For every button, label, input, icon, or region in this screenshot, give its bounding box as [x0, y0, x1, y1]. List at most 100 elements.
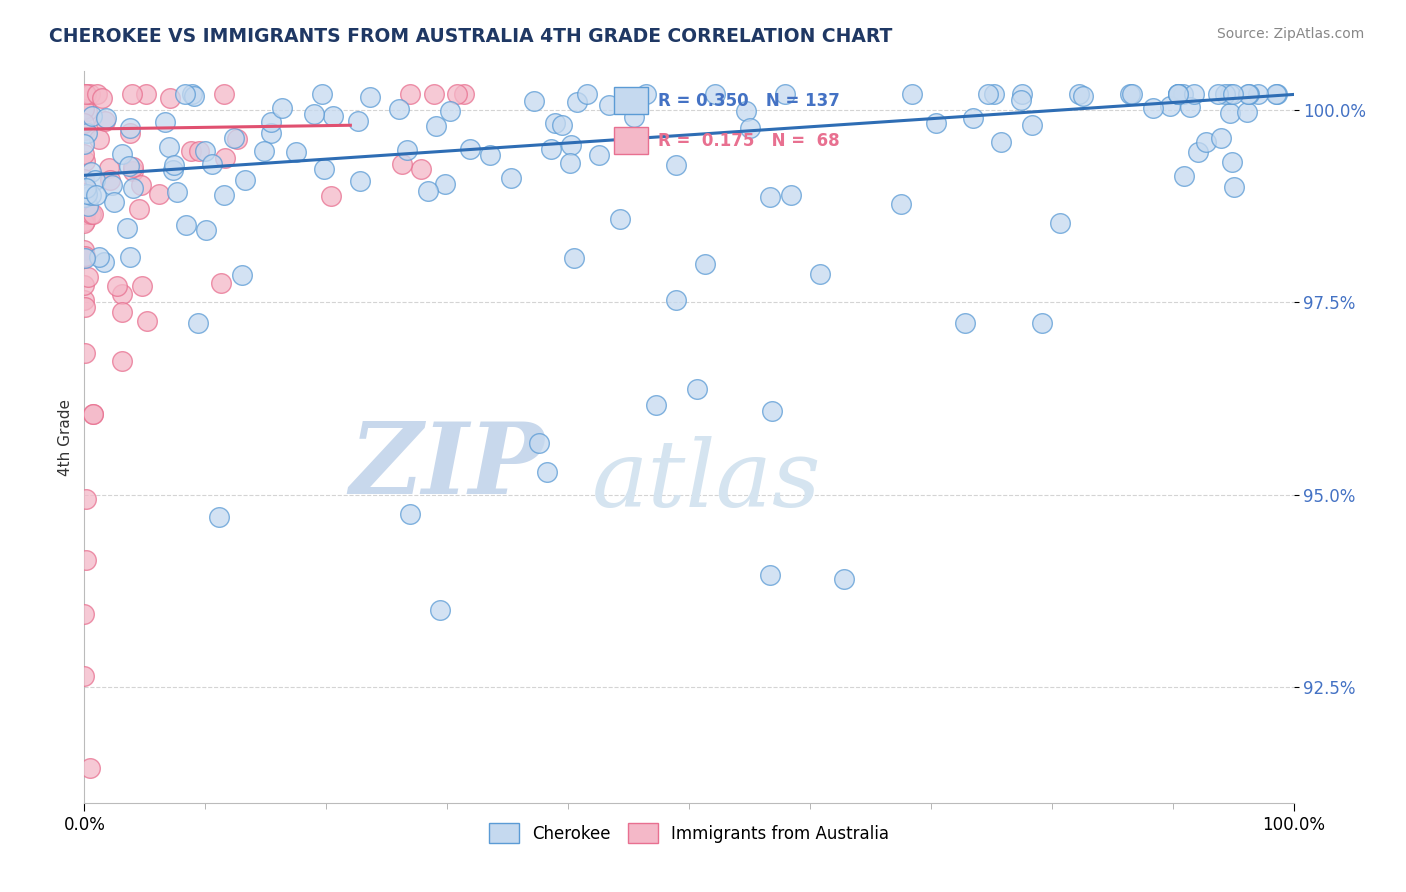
- Point: [434, 177, 457, 191]
- Point: [446, 87, 468, 102]
- Point: [738, 120, 761, 135]
- Point: [665, 157, 688, 171]
- Point: [75, 251, 97, 265]
- Point: [388, 102, 411, 116]
- Point: [644, 398, 666, 412]
- Point: [129, 178, 152, 192]
- Point: [79, 87, 101, 102]
- Point: [73, 217, 96, 231]
- Point: [194, 144, 217, 158]
- Point: [1182, 87, 1205, 102]
- Point: [73, 301, 96, 315]
- Point: [685, 382, 707, 396]
- Point: [1071, 88, 1094, 103]
- Point: [75, 122, 97, 136]
- Point: [1159, 99, 1181, 113]
- Point: [82, 408, 104, 422]
- Point: [314, 161, 336, 176]
- Point: [990, 136, 1012, 150]
- Point: [93, 114, 115, 128]
- Point: [157, 140, 180, 154]
- Point: [186, 316, 208, 330]
- Text: ZIP: ZIP: [349, 418, 544, 515]
- Point: [540, 142, 562, 156]
- Point: [76, 269, 98, 284]
- Point: [98, 173, 121, 187]
- Point: [1167, 87, 1189, 102]
- Point: [1031, 316, 1053, 330]
- Point: [609, 212, 631, 227]
- Point: [359, 90, 381, 104]
- Point: [214, 151, 236, 165]
- Point: [1178, 101, 1201, 115]
- Point: [1119, 87, 1142, 102]
- Point: [122, 164, 145, 178]
- Point: [1011, 87, 1033, 102]
- Point: [759, 568, 782, 582]
- Point: [73, 102, 96, 116]
- Point: [163, 158, 186, 172]
- Point: [478, 148, 501, 162]
- Text: Source: ZipAtlas.com: Source: ZipAtlas.com: [1216, 27, 1364, 41]
- Point: [76, 104, 98, 119]
- Point: [761, 404, 783, 418]
- Point: [759, 189, 782, 203]
- Point: [73, 87, 96, 102]
- Point: [166, 185, 188, 199]
- Point: [73, 172, 96, 186]
- Point: [1220, 154, 1243, 169]
- Point: [983, 87, 1005, 102]
- Point: [121, 87, 143, 102]
- Point: [558, 156, 581, 170]
- Point: [1222, 87, 1244, 102]
- Point: [399, 87, 422, 102]
- Point: [399, 507, 422, 521]
- Point: [75, 491, 97, 506]
- Point: [135, 314, 157, 328]
- Point: [1195, 135, 1218, 149]
- Point: [429, 603, 451, 617]
- Point: [425, 120, 447, 134]
- Point: [233, 173, 256, 187]
- Point: [91, 90, 114, 104]
- Point: [118, 250, 141, 264]
- Point: [121, 160, 143, 174]
- Point: [1236, 104, 1258, 119]
- Point: [82, 109, 104, 123]
- Point: [100, 178, 122, 192]
- Text: CHEROKEE VS IMMIGRANTS FROM AUSTRALIA 4TH GRADE CORRELATION CHART: CHEROKEE VS IMMIGRANTS FROM AUSTRALIA 4T…: [49, 27, 893, 45]
- Point: [73, 178, 96, 193]
- Point: [544, 116, 567, 130]
- Point: [311, 87, 333, 102]
- Point: [1247, 87, 1270, 102]
- Point: [439, 104, 461, 119]
- Point: [201, 157, 224, 171]
- Point: [1142, 101, 1164, 115]
- Point: [890, 197, 912, 211]
- Point: [73, 293, 96, 307]
- Point: [128, 202, 150, 216]
- Point: [458, 142, 481, 156]
- Point: [304, 107, 326, 121]
- Point: [105, 279, 128, 293]
- Point: [834, 572, 856, 586]
- Point: [734, 103, 756, 118]
- Point: [174, 218, 197, 232]
- Point: [346, 113, 368, 128]
- Point: [588, 148, 610, 162]
- Point: [1121, 87, 1143, 102]
- Point: [560, 138, 582, 153]
- Point: [536, 466, 558, 480]
- Point: [75, 180, 97, 194]
- Point: [1010, 93, 1032, 107]
- Point: [704, 87, 727, 102]
- Point: [780, 187, 803, 202]
- Point: [222, 131, 245, 145]
- Point: [73, 607, 96, 622]
- Point: [209, 276, 232, 290]
- Point: [73, 277, 96, 292]
- Point: [89, 132, 111, 146]
- Point: [73, 207, 96, 221]
- Point: [73, 186, 96, 200]
- Point: [79, 761, 101, 775]
